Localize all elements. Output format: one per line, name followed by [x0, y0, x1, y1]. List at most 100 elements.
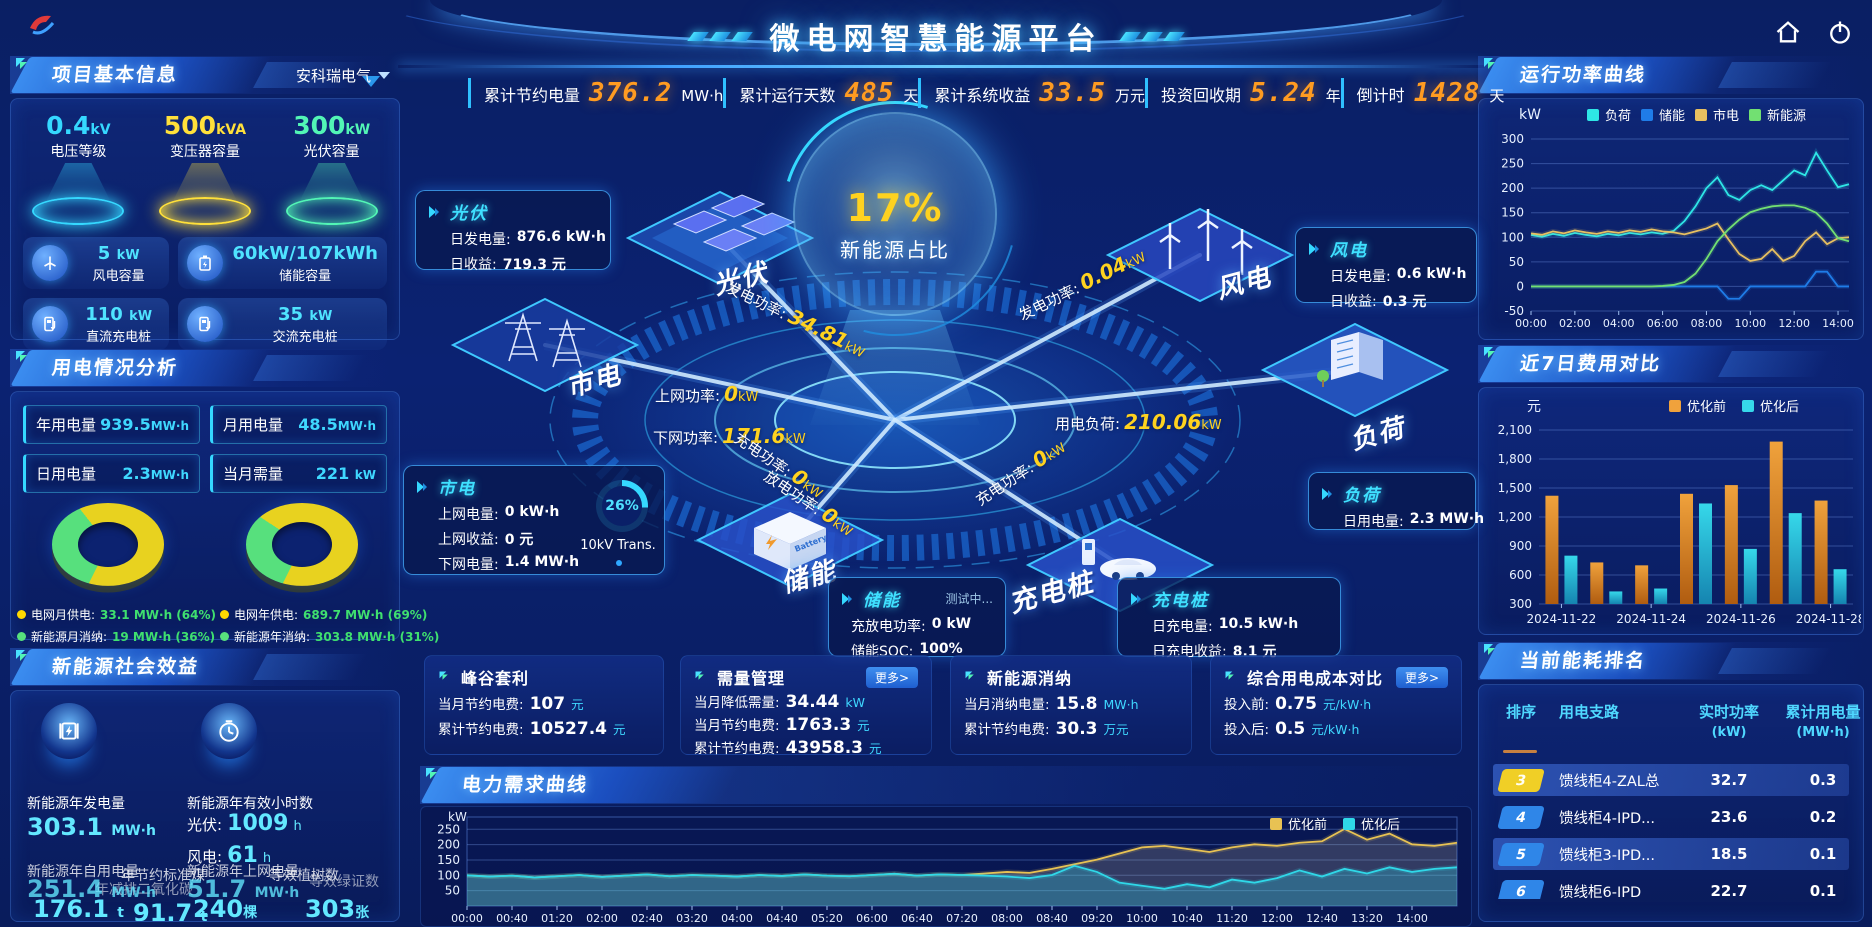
svg-text:00:40: 00:40 — [496, 912, 528, 925]
energy-sphere — [728, 47, 1062, 381]
panel-demand-curve: 电力需求曲线 — [420, 766, 1472, 804]
collapse-arrow-icon[interactable] — [362, 76, 380, 87]
svg-text:05:20: 05:20 — [811, 912, 843, 925]
wind-turbine-icon — [32, 245, 68, 281]
company-name: 安科瑞电气 — [295, 67, 371, 85]
battery-icon — [187, 245, 224, 281]
panel-title: 电力需求曲线 — [460, 774, 590, 796]
panel-corner-icon — [14, 349, 34, 373]
ranking-table-header: 排序 用电支路 实时功率 (kW) 累计用电量 (MW·h) — [1505, 703, 1861, 740]
svg-text:01:20: 01:20 — [541, 912, 573, 925]
table-row[interactable]: 6 馈线柜6-IPD 22.7 0.1 — [1493, 875, 1849, 899]
co2-reduced-label: 年减排二氧化碳 — [95, 882, 193, 898]
power-icon[interactable] — [1824, 16, 1856, 48]
year-energy-donut — [243, 503, 361, 595]
svg-text:150: 150 — [437, 853, 460, 867]
metric-voltage-level: 0.4kV 电压等级 — [15, 111, 142, 225]
svg-text:02:40: 02:40 — [631, 912, 663, 925]
svg-text:300: 300 — [1509, 597, 1532, 611]
flow-wind-gen-power: 发电功率:0.04kW — [1015, 249, 1149, 325]
panel-title: 运行功率曲线 — [1518, 64, 1648, 86]
svg-text:2,100: 2,100 — [1498, 423, 1532, 437]
svg-text:12:00: 12:00 — [1778, 317, 1810, 330]
svg-text:50: 50 — [445, 884, 460, 898]
legend-grid-month: 电网月供电: 33.1 MW·h (64%) — [17, 606, 216, 623]
legend-grid-year: 电网年供电: 689.7 MW·h (69%) — [219, 606, 439, 623]
green-cert-label: 等效绿证数 — [309, 874, 379, 890]
rank-badge: 3 — [1497, 768, 1545, 792]
renewable-share: 17% 新能源占比 — [793, 186, 997, 263]
panel-social-benefit: 新能源社会效益 新能源年发电量 303.1 MW·h 新能源年有效小时数 光伏:… — [10, 648, 400, 922]
kpi-payback: 投资回收期 5.24 年 — [1145, 78, 1341, 108]
hours-clock-icon — [201, 703, 257, 759]
chevron-right-icon — [1131, 592, 1141, 605]
svg-text:07:20: 07:20 — [946, 912, 978, 925]
run-legend: 负荷 储能 市电 新能源 — [1587, 105, 1806, 124]
kpi-run-days: 累计运行天数 485 天 — [723, 78, 918, 108]
card-dc-charger: 110 kW 直流充电桩 — [23, 298, 170, 350]
rank-badge: 5 — [1497, 842, 1545, 866]
header: 微电网智慧能源平台 — [687, 14, 1185, 58]
legend-swatch — [1587, 108, 1599, 121]
feed-in-label: 新能源年上网电量 — [187, 864, 299, 880]
more-button[interactable]: 更多> — [1395, 666, 1448, 688]
effective-hours-label: 新能源年有效小时数 — [187, 796, 313, 812]
svg-text:200: 200 — [437, 838, 460, 852]
rank-badge: 6 — [1497, 879, 1545, 899]
run-power-chart: -50 0 50 100 150 200 250 300 00:00 02:00 04:00 06:0… — [1501, 132, 1854, 330]
company-dropdown[interactable]: 安科瑞电气 — [296, 65, 390, 86]
panel-run-power-curve: 运行功率曲线 kW 负荷 储能 市电 新能源 -50 0 50 100 150 200 25… — [1478, 56, 1864, 340]
svg-text:02:00: 02:00 — [586, 912, 618, 925]
panel-project-info: 项目基本信息 安科瑞电气 0.4kV 电压等级 500kVA 变压器容量 — [10, 56, 400, 350]
kpi-countdown: 倒计时 1428 天 — [1340, 78, 1504, 108]
ranking-table-rows: 3 馈线柜4-ZAL总 32.7 0.3 4 馈线柜4-IPD... 23.6 … — [1493, 759, 1849, 899]
svg-text:0: 0 — [1516, 279, 1524, 293]
chevron-right-icon — [1322, 487, 1332, 500]
legend-renewable-month: 新能源月消纳: 19 MW·h (36%) — [17, 628, 216, 645]
chevron-down-icon — [378, 72, 390, 79]
svg-text:06:00: 06:00 — [856, 912, 888, 925]
wind-info-box: 风电 日发电量: 0.6 kW·h 日收益: 0.3 元 — [1295, 227, 1477, 310]
panel-corner-icon — [695, 671, 704, 680]
panel-corner-icon — [1482, 642, 1502, 666]
ac-charger-icon — [187, 306, 224, 342]
panel-corner-icon — [14, 56, 34, 80]
home-icon[interactable] — [1772, 16, 1804, 48]
stat-year-usage: 年用电量 939.5MW·h — [23, 405, 200, 444]
svg-text:10:00: 10:00 — [1126, 912, 1158, 925]
metric-pv-capacity: 300kW 光伏容量 — [268, 111, 395, 225]
panel-corner-icon — [1482, 345, 1502, 369]
chevron-right-icon — [1309, 242, 1319, 255]
header-swoosh-outer — [370, 0, 1500, 52]
demand-legend: 优化前 优化后 — [1270, 814, 1400, 833]
pv-info-box: 光伏 日发电量: 876.6 kW·h 日收益: 719.3 元 — [415, 190, 611, 273]
svg-text:100: 100 — [1501, 230, 1524, 244]
feed-in-value: 51.7 MW·h — [187, 875, 300, 903]
svg-text:09:20: 09:20 — [1081, 912, 1113, 925]
card-peak-valley-arbitrage: 峰谷套利 当月节约电费: 107 元 累计节约电费: 10527.4 元 — [424, 655, 664, 755]
kpi-saved-energy: 累计节约电量 376.2 MW·h — [468, 78, 723, 108]
grid-info-box: 市电 上网电量: 0 kW·h 上网收益: 0 元 下网电量: 1.4 MW·h 26… — [403, 465, 665, 575]
coal-saved-value: 176.1 t — [33, 895, 124, 922]
month-energy-donut — [49, 503, 167, 595]
node-label-grid: 市电 — [568, 358, 624, 404]
legend-dot — [219, 632, 229, 641]
table-row[interactable]: 5 馈线柜3-IPD... 18.5 0.1 — [1493, 838, 1849, 870]
table-row[interactable]: 3 馈线柜4-ZAL总 32.7 0.3 — [1493, 764, 1849, 796]
demand-chart: 50 100 150 200 250 00:00 00:40 01:20 02:00 02:40 0… — [420, 806, 1472, 927]
panel-energy-ranking: 当前能耗排名 排序 用电支路 实时功率 (kW) 累计用电量 (MW·h) 3 馈线… — [1478, 642, 1864, 922]
table-row[interactable]: 4 馈线柜4-IPD... 23.6 0.2 — [1493, 801, 1849, 833]
year-generation-label: 新能源年发电量 — [27, 796, 125, 812]
green-cert-value: 303张 — [305, 895, 370, 922]
svg-text:11:20: 11:20 — [1216, 912, 1248, 925]
node-label-load: 负荷 — [1352, 411, 1408, 457]
stat-day-usage: 日用电量 2.3MW·h — [23, 454, 200, 493]
run-y-unit: kW — [1519, 107, 1541, 123]
svg-text:13:20: 13:20 — [1351, 912, 1383, 925]
flow-feed-in-power: 上网功率: 0kW — [655, 382, 759, 406]
svg-text:200: 200 — [1501, 181, 1524, 195]
svg-text:150: 150 — [1501, 206, 1524, 220]
more-button[interactable]: 更多> — [865, 666, 918, 688]
svg-text:04:40: 04:40 — [766, 912, 798, 925]
